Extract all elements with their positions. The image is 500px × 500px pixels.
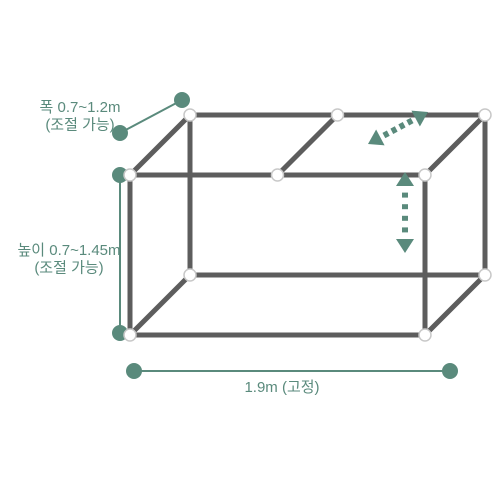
label-width-line1: 폭 0.7~1.2m: [40, 99, 121, 116]
connector-fbr: [419, 329, 431, 341]
frame-diagram: 폭 0.7~1.2m(조절 가능)높이 0.7~1.45m(조절 가능)1.9m…: [0, 0, 500, 500]
connector-bbl: [184, 269, 196, 281]
frame-edge: [278, 115, 338, 175]
frame-edge: [425, 115, 485, 175]
dot-length-left: [126, 363, 142, 379]
frame-edge: [425, 275, 485, 335]
arrowhead-icon: [368, 129, 385, 145]
dot-width-back: [174, 92, 190, 108]
arrow-dash: [400, 125, 404, 127]
label-height-line1: 높이 0.7~1.45m: [17, 242, 120, 259]
arrow-dash: [392, 129, 396, 131]
label-height-line2: (조절 가능): [34, 259, 103, 276]
connector-ftr: [419, 169, 431, 181]
frame-edge: [130, 275, 190, 335]
dot-length-right: [442, 363, 458, 379]
connector-tm: [272, 169, 284, 181]
connector-btl: [184, 109, 196, 121]
guide-width: [120, 100, 182, 133]
label-height: 높이 0.7~1.45m(조절 가능): [17, 242, 120, 276]
arrow-dash: [384, 133, 388, 135]
arrow-dash: [408, 120, 412, 122]
connector-bbr: [479, 269, 491, 281]
label-length-line1: 1.9m (고정): [244, 379, 319, 396]
arrowhead-icon: [411, 111, 428, 127]
label-length: 1.9m (고정): [244, 379, 319, 396]
label-width: 폭 0.7~1.2m(조절 가능): [40, 99, 121, 133]
connector-btr: [479, 109, 491, 121]
label-width-line2: (조절 가능): [45, 116, 114, 133]
connector-fbl: [124, 329, 136, 341]
connector-tmb: [332, 109, 344, 121]
arrowhead-icon: [396, 239, 414, 253]
arrow-height: [396, 172, 414, 253]
connector-ftl: [124, 169, 136, 181]
